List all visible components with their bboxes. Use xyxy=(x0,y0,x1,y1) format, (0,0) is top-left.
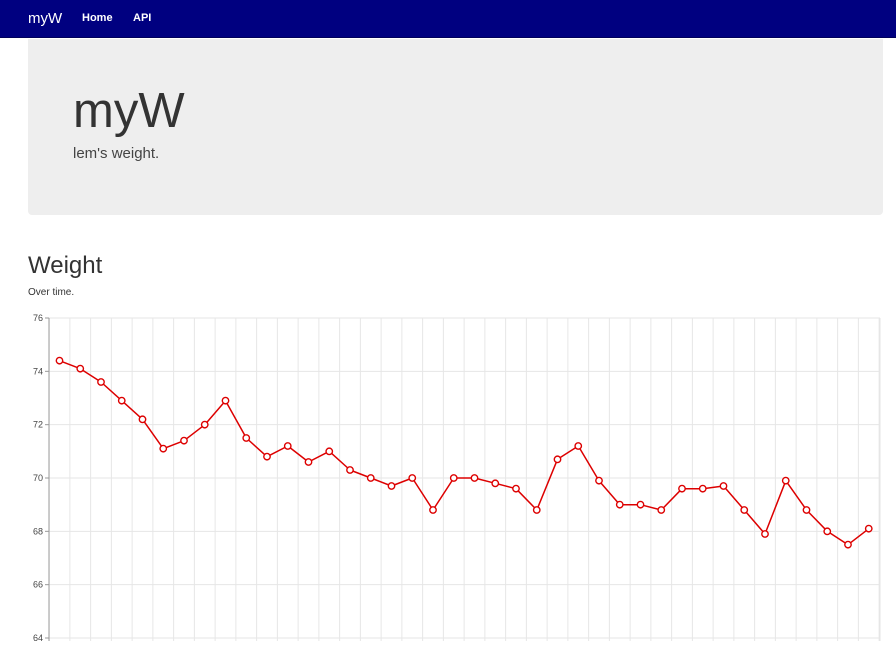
weight-data-point xyxy=(802,506,811,514)
weight-data-point xyxy=(864,524,873,533)
weight-data-point xyxy=(823,527,832,536)
weight-data-point xyxy=(491,479,500,488)
weight-data-point xyxy=(263,452,271,461)
weight-data-point xyxy=(180,436,188,445)
weight-data-point xyxy=(844,540,852,549)
brand-link[interactable]: myW xyxy=(28,10,63,27)
nav-home-link[interactable]: Home xyxy=(82,12,113,24)
weight-data-point xyxy=(117,396,126,405)
navbar: myW Home API xyxy=(0,0,896,38)
weight-data-point xyxy=(698,484,707,493)
weight-series-line xyxy=(59,359,870,546)
weight-data-point xyxy=(283,442,292,450)
weight-data-point xyxy=(740,506,749,514)
jumbotron-subtitle: lem's weight. xyxy=(73,145,160,162)
y-tick-label: 64 xyxy=(33,633,43,643)
weight-data-point xyxy=(159,444,168,453)
weight-data-point xyxy=(615,500,624,509)
y-tick-label: 76 xyxy=(33,313,43,323)
y-tick-label: 66 xyxy=(33,580,43,590)
weight-data-point xyxy=(55,356,64,365)
weight-data-point xyxy=(387,482,396,490)
weight-data-point xyxy=(200,420,209,429)
weight-data-point xyxy=(221,396,230,405)
weight-chart: 64 66 68 70 72 74 76 xyxy=(33,313,881,643)
weight-data-point xyxy=(408,474,417,482)
weight-data-point xyxy=(657,506,666,514)
weight-data-point xyxy=(97,378,105,386)
section-subtitle: Over time. xyxy=(28,287,75,298)
weight-data-point xyxy=(76,364,85,373)
weight-data-point xyxy=(304,458,313,466)
nav-api-link[interactable]: API xyxy=(133,12,152,24)
jumbotron: myW lem's weight. xyxy=(28,39,883,215)
weight-data-point xyxy=(346,466,354,474)
weight-data-point xyxy=(781,476,790,485)
weight-data-point xyxy=(470,474,479,482)
y-tick-label: 74 xyxy=(33,366,43,376)
jumbotron-title: myW xyxy=(73,84,185,138)
weight-data-point xyxy=(242,434,251,442)
weight-data-point xyxy=(429,506,437,514)
weight-data-point xyxy=(553,455,562,464)
weight-data-point xyxy=(678,484,686,493)
weight-data-point xyxy=(719,482,728,490)
y-tick-label: 68 xyxy=(33,526,43,536)
weight-data-point xyxy=(138,415,147,424)
weight-data-point xyxy=(574,442,583,450)
weight-data-point xyxy=(595,476,603,485)
weight-data-point xyxy=(512,484,520,493)
weight-data-point xyxy=(449,474,458,482)
y-tick-label: 72 xyxy=(33,420,43,430)
weight-data-point xyxy=(636,500,645,509)
weight-data-point xyxy=(761,530,769,538)
weight-data-point xyxy=(325,447,334,456)
weight-data-point xyxy=(532,506,541,514)
y-tick-label: 70 xyxy=(33,473,43,483)
weight-data-point xyxy=(366,474,375,482)
section-title: Weight xyxy=(28,252,103,279)
